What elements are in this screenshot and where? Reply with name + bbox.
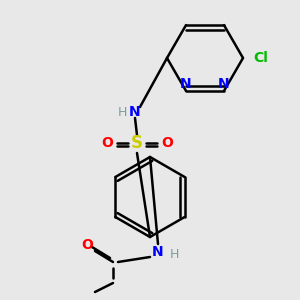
Text: O: O [161,136,173,150]
Text: N: N [218,77,230,91]
Text: O: O [101,136,113,150]
Text: Cl: Cl [254,51,268,65]
Text: N: N [129,105,141,119]
Text: O: O [81,238,93,252]
Text: S: S [131,134,143,152]
Text: H: H [117,106,127,118]
Text: H: H [169,248,179,260]
Text: N: N [152,245,164,259]
Text: N: N [180,77,192,91]
